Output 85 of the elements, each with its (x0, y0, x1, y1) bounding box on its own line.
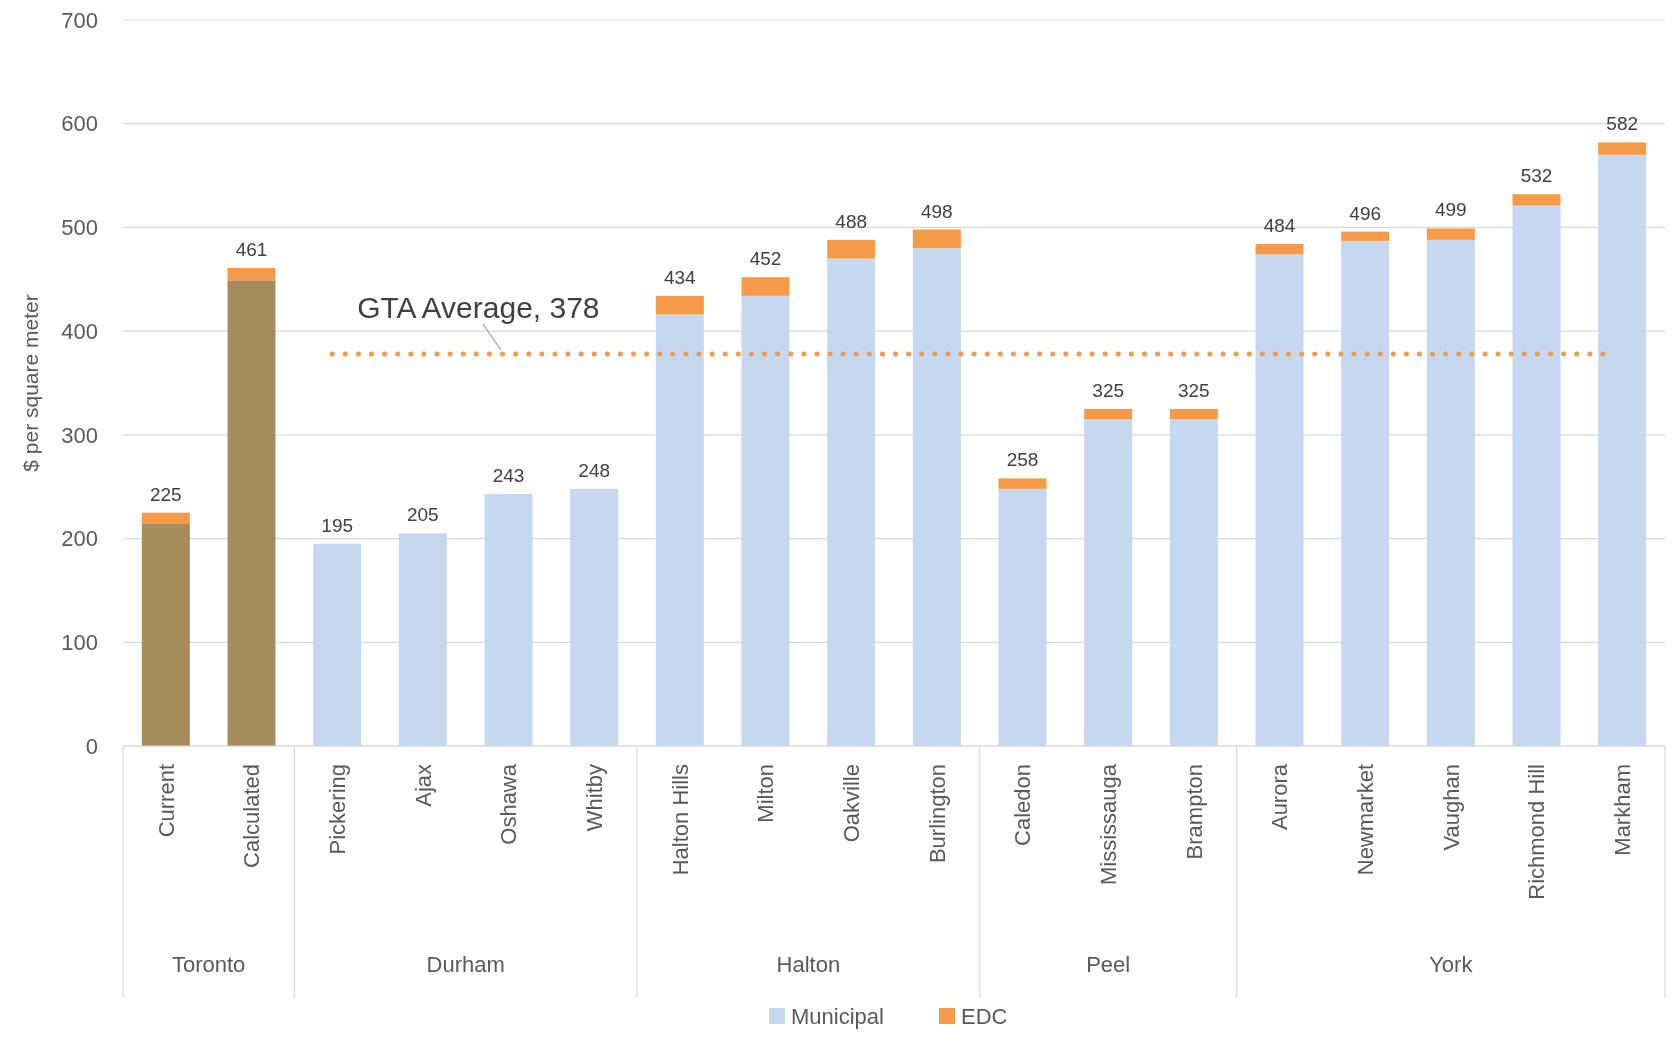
total-label: 452 (749, 248, 782, 270)
x-tick-label: Oakville (838, 764, 864, 843)
y-tick-label: 500 (61, 215, 98, 241)
bar (398, 533, 447, 746)
x-tick-label: Caledon (1010, 764, 1036, 846)
bar (1598, 142, 1647, 155)
bar (1426, 228, 1475, 240)
text: Halton (776, 952, 841, 977)
bar (655, 295, 704, 315)
bar (998, 478, 1047, 489)
bar (1255, 254, 1304, 746)
bar (1512, 194, 1561, 206)
y-tick-label: 300 (61, 422, 98, 448)
x-tick-label: Newmarket (1352, 764, 1378, 876)
total-label: 499 (1434, 199, 1467, 221)
x-tick-label: Halton Hills (667, 764, 693, 876)
y-tick-label: 700 (61, 7, 98, 33)
bar (827, 258, 876, 746)
y-axis-title: $ per square meter (19, 294, 42, 472)
bar (1341, 240, 1390, 746)
bar (141, 512, 190, 525)
total-label: 488 (835, 210, 868, 232)
bar (1426, 239, 1475, 746)
bar (1084, 408, 1133, 420)
bar (912, 248, 961, 746)
y-tick-label: 100 (61, 629, 98, 655)
total-label: 325 (1092, 379, 1125, 401)
bar (313, 543, 362, 746)
bar (1512, 205, 1561, 746)
x-tick-label: Markham (1609, 764, 1635, 856)
x-tick-label: Pickering (324, 764, 350, 855)
bar (998, 488, 1047, 746)
x-tick-label: Brampton (1181, 764, 1207, 860)
total-label: 582 (1606, 113, 1639, 135)
ref-line-label: GTA Average, 378 (357, 290, 600, 324)
total-label: 532 (1520, 165, 1553, 187)
total-label: 496 (1349, 202, 1382, 224)
y-tick-label: 200 (61, 526, 98, 552)
x-tick-label: Calculated (239, 764, 265, 868)
y-tick-label: 600 (61, 111, 98, 137)
bar (827, 239, 876, 259)
x-tick-label: Oshawa (496, 763, 522, 845)
x-tick-label: Aurora (1267, 763, 1293, 831)
text: Toronto (171, 952, 246, 977)
bar (227, 280, 276, 746)
total-label: 484 (1263, 215, 1296, 237)
bar (1084, 419, 1133, 746)
x-tick-label: Current (153, 764, 179, 838)
x-tick-label: Ajax (410, 764, 436, 807)
text: Peel (1086, 952, 1131, 977)
bar (141, 524, 190, 746)
bar (1255, 244, 1304, 255)
x-tick-label: Richmond Hill (1524, 764, 1550, 900)
total-label: 205 (406, 504, 439, 526)
bar (1169, 408, 1218, 420)
y-tick-label: 0 (85, 733, 98, 759)
text: York (1429, 952, 1474, 977)
total-label: 243 (492, 464, 525, 486)
bar (1598, 154, 1647, 746)
bar (741, 277, 790, 296)
bar (227, 267, 276, 281)
legend-label: EDC (961, 1003, 1008, 1029)
total-label: 258 (1006, 449, 1039, 471)
legend-label: Municipal (791, 1003, 884, 1029)
bar (1341, 231, 1390, 241)
y-tick-label: 400 (61, 318, 98, 344)
x-tick-label: Milton (753, 764, 779, 823)
x-tick-label: Whitby (581, 764, 607, 832)
bar (484, 493, 533, 746)
total-label: 325 (1177, 379, 1210, 401)
total-label: 461 (235, 238, 268, 260)
bar (741, 295, 790, 746)
total-label: 195 (321, 514, 354, 536)
x-tick-label: Mississauga (1095, 763, 1121, 886)
bar (570, 488, 619, 746)
bar (912, 229, 961, 249)
total-label: 248 (578, 459, 611, 481)
bar (1169, 419, 1218, 746)
x-tick-label: Vaughan (1438, 764, 1464, 851)
x-tick-label: Burlington (924, 764, 950, 864)
bar (655, 314, 704, 746)
total-label: 498 (920, 200, 953, 222)
text: Durham (426, 952, 505, 977)
total-label: 225 (149, 483, 182, 505)
total-label: 434 (663, 266, 697, 288)
